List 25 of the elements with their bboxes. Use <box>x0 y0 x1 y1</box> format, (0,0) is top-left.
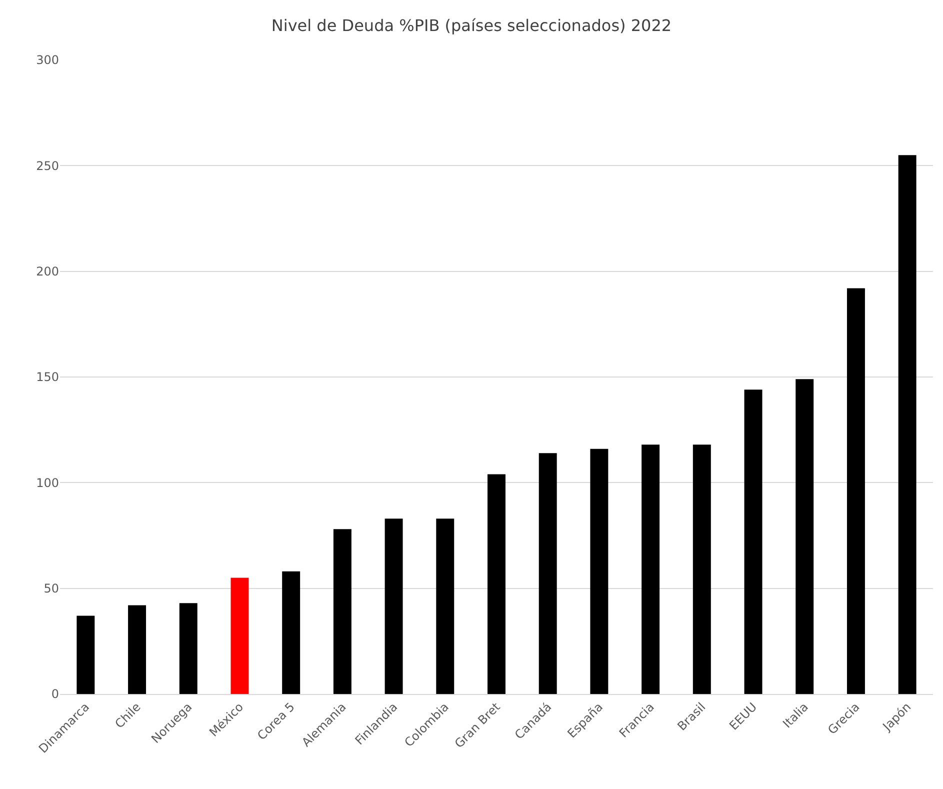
bar <box>846 288 865 694</box>
bar <box>384 518 403 694</box>
bar <box>744 390 762 694</box>
chart-title: Nivel de Deuda %PIB (países seleccionados) 2022 <box>271 16 672 35</box>
bar <box>538 453 557 694</box>
bar <box>898 155 916 694</box>
bar <box>796 379 814 694</box>
bar <box>642 444 660 694</box>
y-tick-label: 250 <box>36 158 59 173</box>
y-tick-label: 50 <box>44 582 59 596</box>
bar <box>488 474 506 694</box>
bar <box>590 448 608 694</box>
y-tick-label: 200 <box>36 264 59 279</box>
bar <box>179 603 198 694</box>
y-tick-label: 0 <box>51 687 59 702</box>
bar <box>692 444 711 694</box>
y-tick-label: 100 <box>36 476 59 490</box>
bar <box>282 571 300 694</box>
bar <box>333 529 352 694</box>
y-tick-label: 150 <box>36 370 59 384</box>
bar <box>436 518 454 694</box>
y-tick-label: 300 <box>36 53 59 68</box>
bar <box>230 578 249 694</box>
bar <box>128 605 146 694</box>
bar <box>76 616 95 694</box>
